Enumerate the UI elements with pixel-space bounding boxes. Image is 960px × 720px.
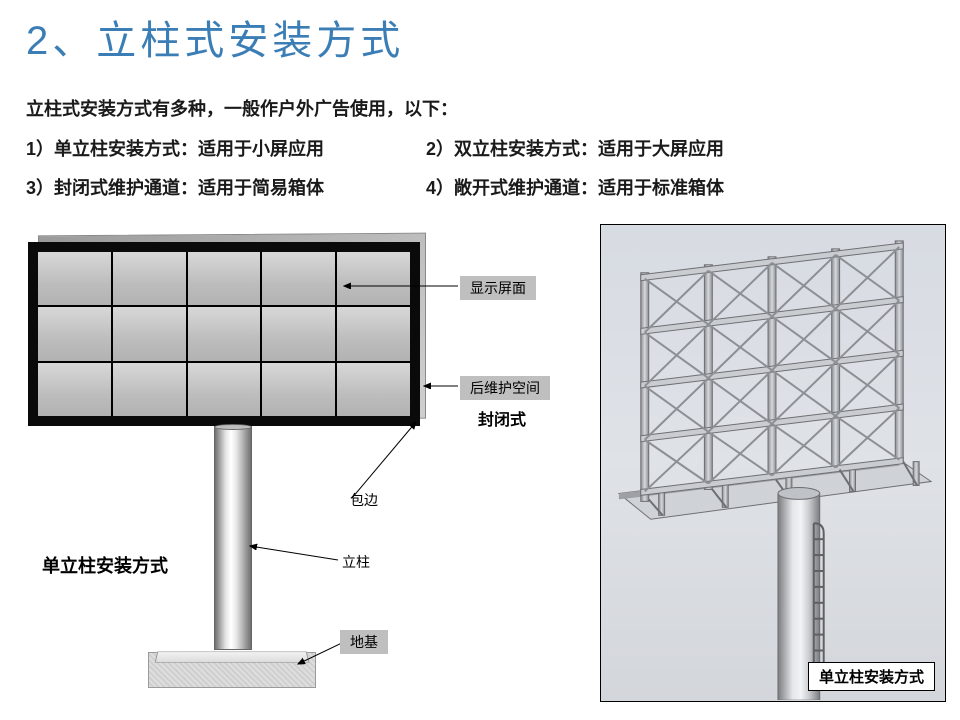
callout-screen-face: 显示屏面 (460, 276, 536, 300)
leader-lines (24, 228, 584, 708)
intro-item-3: 3）封闭式维护通道：适用于简易箱体 (26, 169, 426, 209)
figure-right: 单立柱安装方式 (600, 224, 946, 702)
figure-left: 显示屏面 后维护空间 封闭式 包边 立柱 地基 单立柱安装方式 (24, 228, 584, 708)
steel-frame-svg (601, 225, 945, 700)
intro-item-1: 1）单立柱安装方式：适用于小屏应用 (26, 130, 426, 170)
callout-trim: 包边 (350, 490, 378, 510)
page-title: 2、立柱式安装方式 (26, 8, 404, 66)
callout-column: 立柱 (342, 552, 370, 572)
intro-lead: 立柱式安装方式有多种，一般作户外广告使用，以下： (26, 90, 724, 130)
intro-block: 立柱式安装方式有多种，一般作户外广告使用，以下： 1）单立柱安装方式：适用于小屏… (26, 90, 724, 209)
intro-item-2: 2）双立柱安装方式：适用于大屏应用 (426, 130, 724, 170)
intro-item-4: 4）敞开式维护通道：适用于标准箱体 (426, 169, 724, 209)
callout-rear-space: 后维护空间 (460, 376, 550, 400)
closed-label: 封闭式 (478, 406, 526, 430)
callout-foundation: 地基 (340, 630, 388, 654)
figure-right-caption: 单立柱安装方式 (808, 662, 935, 691)
